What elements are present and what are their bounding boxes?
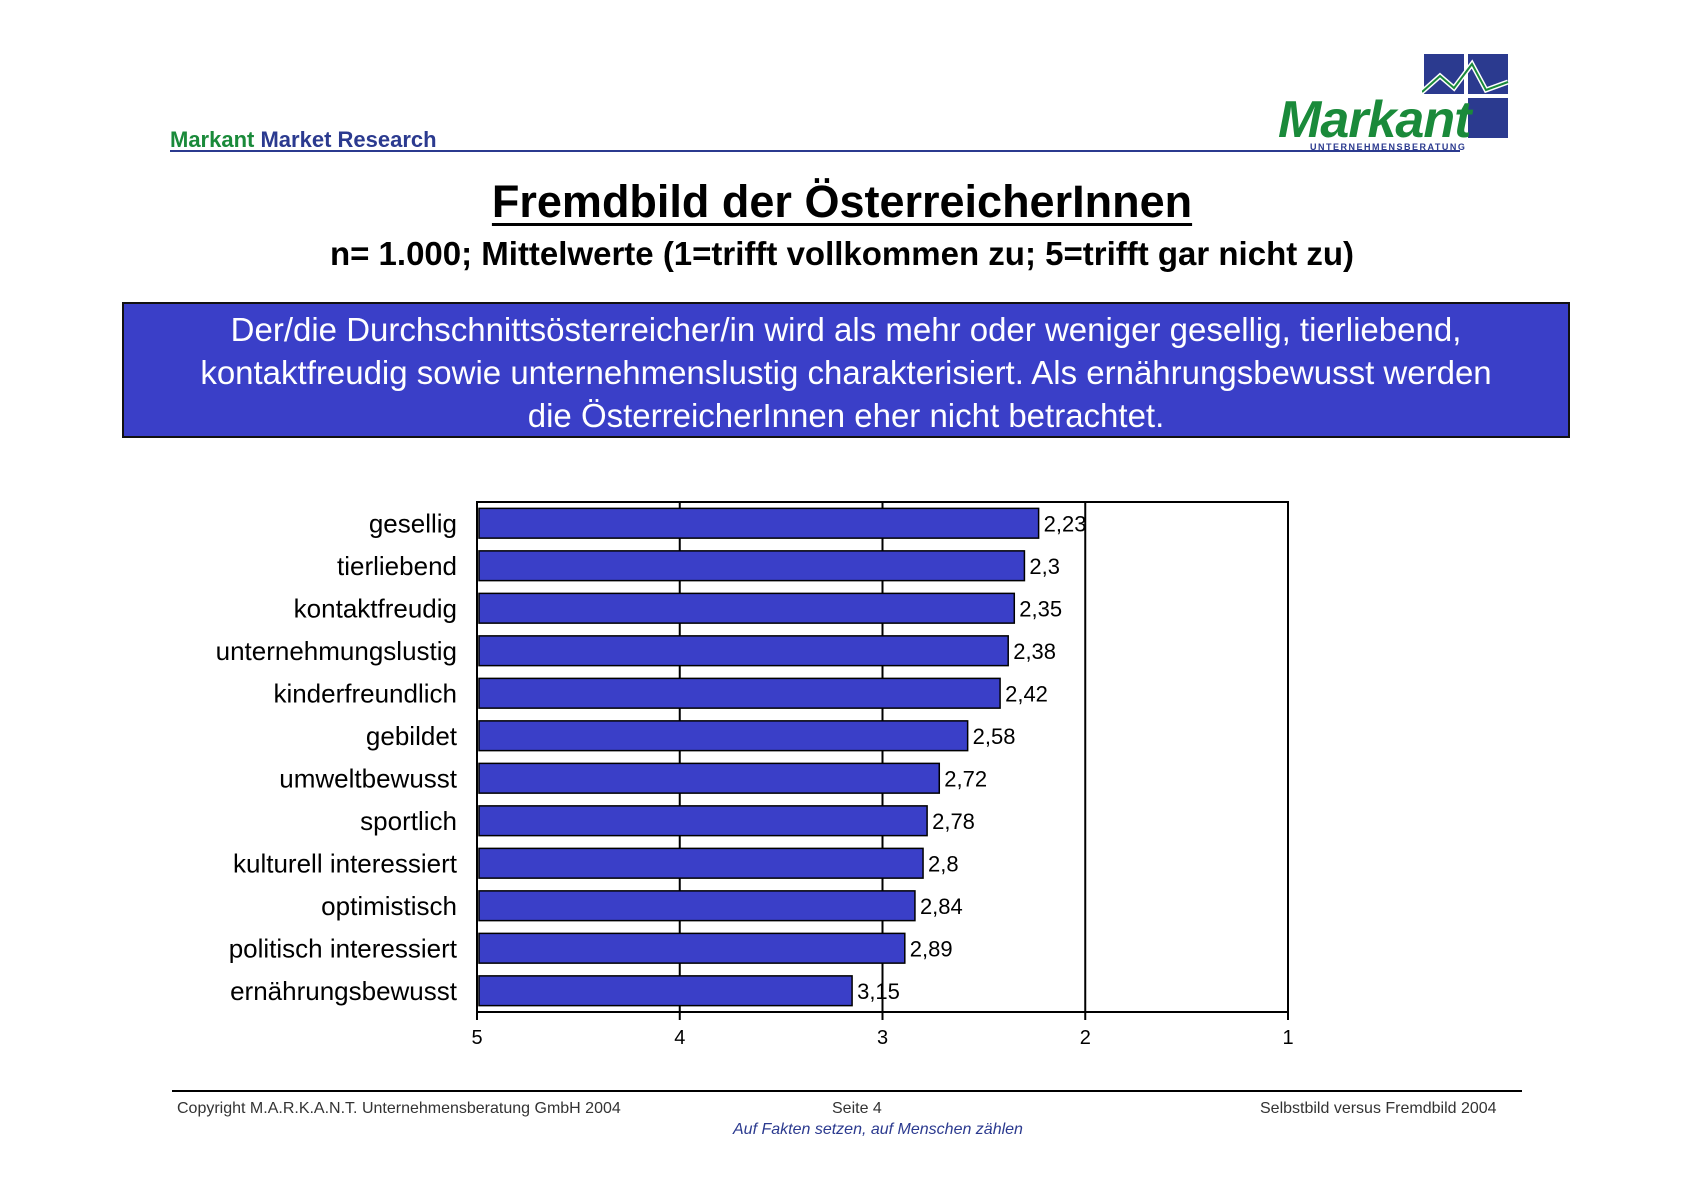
category-label-7: umweltbewusst (279, 763, 458, 793)
header-rule (170, 150, 1460, 152)
footer-copyright: Copyright M.A.R.K.A.N.T. Unternehmensber… (177, 1100, 621, 1117)
category-label-2: tierliebend (337, 551, 457, 581)
category-label-5: kinderfreundlich (273, 678, 457, 708)
bar-11 (478, 932, 906, 964)
bar-8 (478, 805, 928, 837)
x-tick-label-2: 2 (1080, 1027, 1091, 1049)
page-title: Fremdbild der ÖsterreicherInnen (0, 176, 1684, 228)
category-label-12: ernährungsbewusst (230, 976, 458, 1006)
bar-6 (478, 720, 969, 752)
markant-logo: Markant UNTERNEHMENSBERATUNG (1278, 52, 1514, 156)
footer-document-title: Selbstbild versus Fremdbild 2004 (1260, 1100, 1497, 1117)
category-label-1: gesellig (369, 508, 457, 538)
page-subtitle: n= 1.000; Mittelwerte (1=trifft vollkomm… (329, 235, 1355, 272)
summary-box: Der/die Durchschnittsösterreicher/in wir… (122, 302, 1570, 438)
footer-slogan: Auf Fakten setzen, auf Menschen zählen (733, 1121, 1023, 1138)
bar-12 (478, 975, 853, 1007)
x-tick-label-4: 4 (674, 1027, 685, 1049)
value-label-7: 2,72 (944, 766, 987, 791)
value-label-12: 3,15 (857, 979, 900, 1004)
x-tick-label-3: 3 (877, 1027, 888, 1049)
value-label-9: 2,8 (928, 851, 959, 876)
header-brand: Markant Market Research (170, 127, 437, 153)
category-label-6: gebildet (366, 721, 458, 751)
value-label-6: 2,58 (973, 724, 1016, 749)
value-label-4: 2,38 (1013, 639, 1056, 664)
bar-7 (478, 762, 941, 794)
category-label-11: politisch interessiert (229, 933, 458, 963)
x-tick-label-1: 1 (1282, 1027, 1293, 1049)
footer-rule (172, 1090, 1522, 1092)
value-label-1: 2,23 (1044, 511, 1087, 536)
value-label-8: 2,78 (932, 809, 975, 834)
value-label-5: 2,42 (1005, 681, 1048, 706)
bar-9 (478, 847, 924, 879)
summary-line-2: kontaktfreudig sowie unternehmenslustig … (200, 354, 1492, 391)
category-label-9: kulturell interessiert (233, 848, 458, 878)
footer-page-number: Seite 4 (832, 1100, 882, 1117)
logo-mark-icon (1422, 54, 1509, 138)
category-label-3: kontaktfreudig (294, 593, 457, 623)
bar-3 (478, 592, 1016, 624)
category-label-10: optimistisch (321, 891, 457, 921)
value-label-11: 2,89 (910, 936, 953, 961)
logo-word: Markant (1278, 91, 1471, 149)
category-label-4: unternehmungslustig (216, 636, 457, 666)
value-label-10: 2,84 (920, 894, 963, 919)
summary-line-1: Der/die Durchschnittsösterreicher/in wir… (230, 311, 1462, 348)
bar-5 (478, 677, 1001, 709)
bar-2 (478, 550, 1026, 582)
header-brand-markant: Markant (170, 127, 255, 152)
x-tick-label-5: 5 (471, 1027, 482, 1049)
summary-line-3: die ÖsterreicherInnen eher nicht betrach… (527, 397, 1165, 434)
header-brand-market-research: Market Research (260, 127, 437, 152)
value-label-2: 2,3 (1029, 554, 1060, 579)
page-title-text: Fremdbild der ÖsterreicherInnen (491, 176, 1193, 227)
bar-10 (478, 890, 916, 922)
logo-subtitle: UNTERNEHMENSBERATUNG (1310, 142, 1467, 152)
bar-4 (478, 635, 1009, 667)
bar-chart: 5 4 3 2 1 gesellig 2,23 tierliebend 2,3 kontaktfr… (216, 501, 1294, 1049)
bar-1 (478, 507, 1040, 539)
category-label-8: sportlich (360, 806, 457, 836)
value-label-3: 2,35 (1019, 596, 1062, 621)
